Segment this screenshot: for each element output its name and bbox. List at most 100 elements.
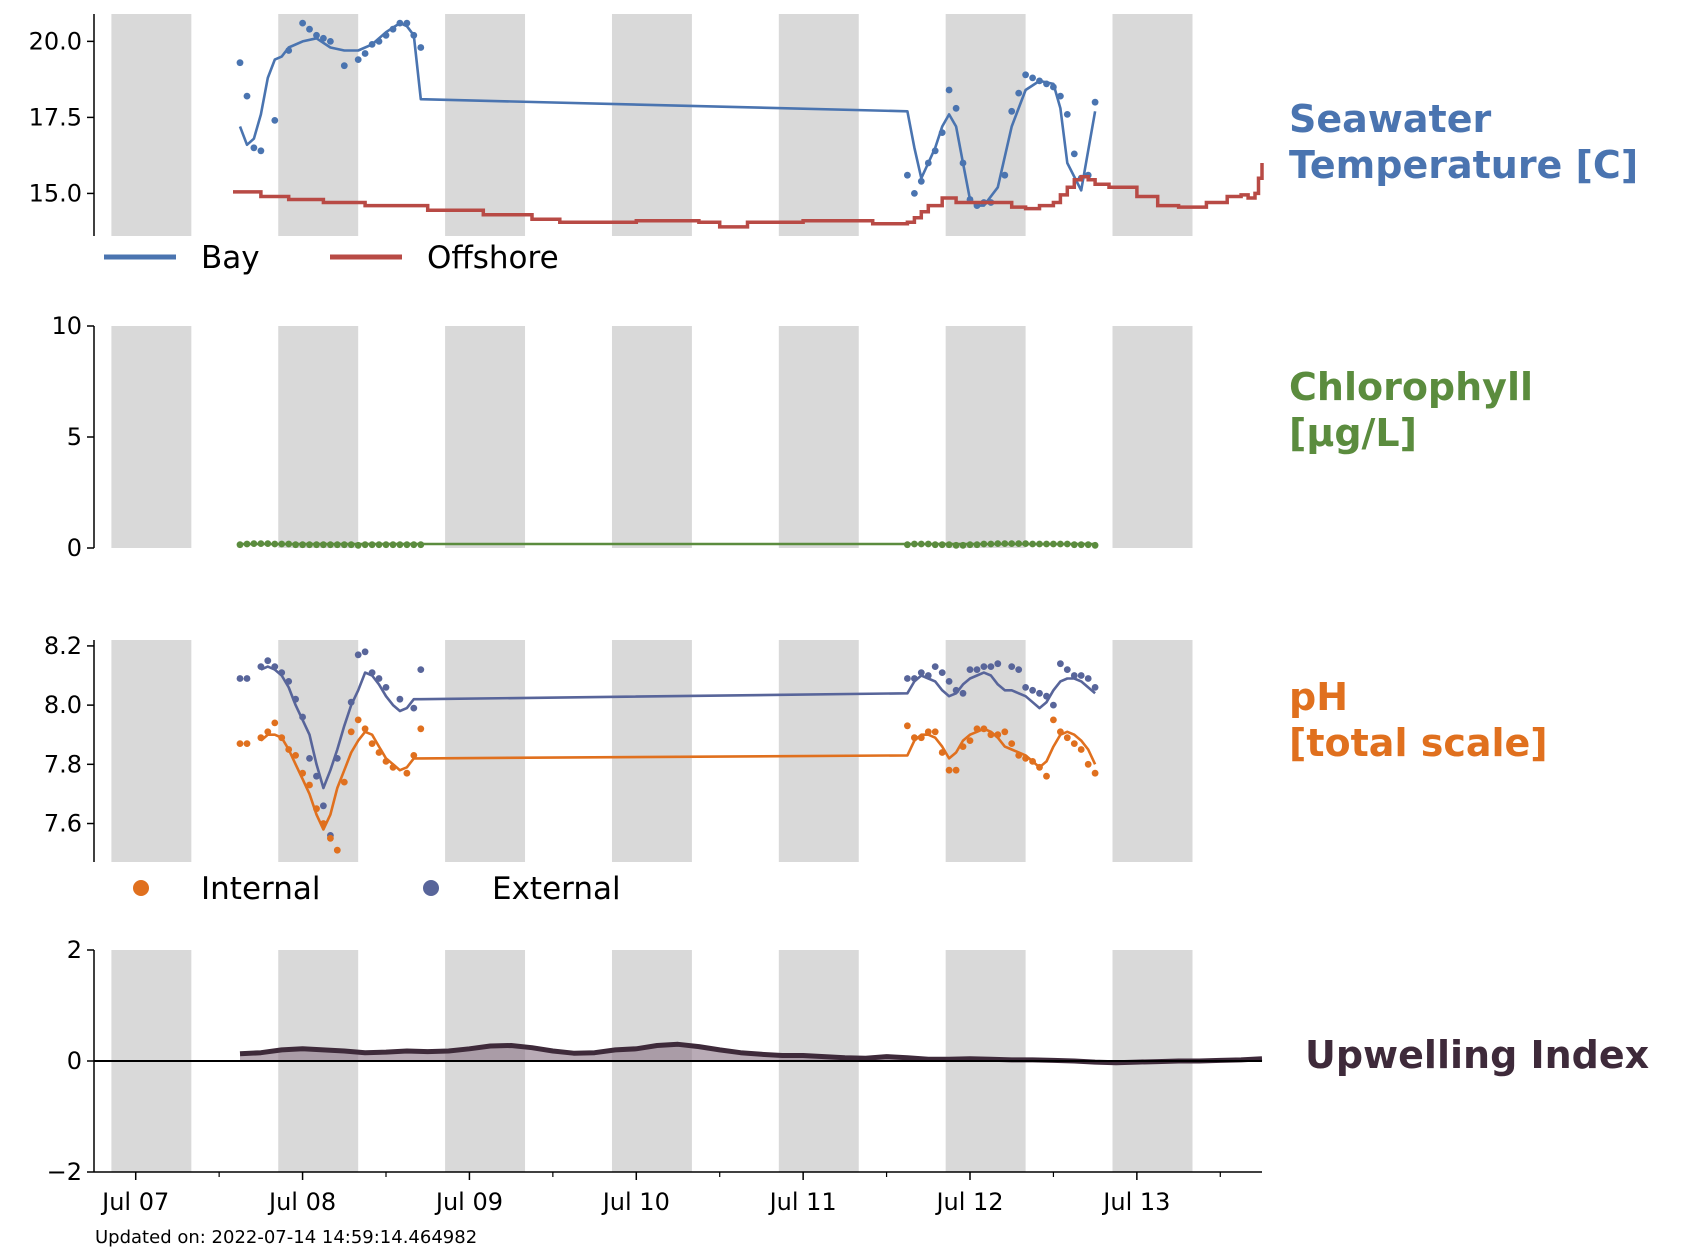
upwelling-title-line-1: Upwelling Index (1305, 1033, 1649, 1077)
y-tick-label: 15.0 (29, 179, 82, 207)
external-data-point (396, 695, 404, 703)
night-band (445, 640, 526, 862)
internal-data-point (278, 734, 286, 742)
offshore-series-line (233, 163, 1264, 229)
external-data-point (1036, 689, 1043, 697)
internal-data-point (327, 834, 334, 842)
chlorophyll-data-point (361, 541, 369, 549)
ph-title-line-1: pH (1289, 675, 1348, 719)
ph-y-axis: 7.6 7.8 8.0 8.2 (44, 632, 95, 862)
bay-data-point (320, 34, 327, 42)
chlorophyll-title-line-2: [µg/L] (1289, 411, 1417, 455)
internal-data-point (1063, 734, 1071, 742)
external-data-point (1077, 672, 1085, 679)
bay-data-point (1043, 80, 1050, 88)
internal-data-point (1043, 772, 1050, 780)
external-data-point (333, 755, 341, 762)
external-data-point (1029, 686, 1036, 694)
temperature-title: Seawater Temperature [C] (1289, 97, 1638, 187)
chlorophyll-data-point (347, 541, 355, 549)
legend-marker-internal (133, 880, 149, 896)
ph-title: pH [total scale] (1289, 675, 1548, 765)
internal-data-point (1070, 740, 1078, 747)
bay-data-point (931, 147, 939, 155)
internal-data-point (938, 749, 946, 756)
x-tick-label: Jul 08 (267, 1188, 336, 1216)
chlorophyll-data-point (1063, 540, 1071, 548)
external-data-point (945, 678, 953, 685)
external-data-point (278, 669, 286, 676)
y-tick-label: 0 (67, 534, 82, 562)
chlorophyll-data-point (1036, 540, 1043, 548)
internal-data-point (361, 725, 369, 733)
internal-data-point (347, 728, 355, 736)
bay-data-point (250, 144, 258, 152)
internal-data-point (952, 766, 960, 774)
internal-data-point (243, 740, 251, 747)
bay-data-point (375, 38, 383, 45)
night-band (1112, 14, 1193, 236)
bay-series-line (238, 21, 1097, 207)
chlorophyll-y-axis: 0 5 10 (51, 312, 95, 562)
external-data-point (410, 704, 418, 712)
bay-data-point (959, 159, 967, 167)
bay-data-point (382, 31, 390, 39)
internal-data-point (1001, 728, 1009, 736)
chlorophyll-data-point (236, 541, 244, 549)
chlorophyll-data-point (389, 541, 397, 549)
x-tick-label: Jul 09 (434, 1188, 503, 1216)
external-data-point (994, 660, 1002, 668)
external-data-point (911, 675, 918, 682)
chlorophyll-data-point (987, 540, 995, 548)
bay-data-point (271, 117, 279, 124)
bay-data-point (1036, 77, 1043, 85)
bay-data-point (389, 25, 397, 33)
chlorophyll-data-point (1050, 540, 1057, 548)
chlorophyll-data-point (1043, 540, 1050, 548)
bay-data-point (236, 59, 244, 67)
internal-data-point (389, 763, 397, 771)
external-data-point (382, 684, 390, 691)
chlorophyll-data-point (966, 541, 974, 549)
night-band (278, 326, 359, 548)
night-bands (111, 14, 1193, 236)
bay-data-point (257, 147, 265, 155)
internal-data-point (1008, 740, 1016, 747)
external-data-point (1015, 666, 1023, 673)
temperature-title-line-2: Temperature [C] (1289, 143, 1638, 187)
chlorophyll-data-point (1015, 540, 1023, 547)
external-data-point (980, 663, 988, 670)
external-data-point (1091, 684, 1099, 691)
legend-label-internal: Internal (201, 871, 320, 907)
chlorophyll-data-point (945, 541, 953, 549)
internal-data-point (320, 820, 327, 827)
y-tick-label: 17.5 (29, 103, 82, 131)
night-band (1112, 640, 1193, 862)
bay-data-point (410, 31, 418, 39)
internal-data-point (904, 722, 911, 730)
external-data-point (1063, 666, 1071, 673)
y-tick-label: 0 (67, 1047, 82, 1075)
bay-data-point (938, 129, 946, 137)
night-band (945, 326, 1026, 548)
internal-data-point (417, 725, 425, 733)
bay-data-point (313, 31, 320, 39)
internal-data-point (306, 781, 313, 789)
upwelling-title: Upwelling Index (1305, 1033, 1649, 1077)
external-data-point (375, 675, 383, 682)
internal-data-point (973, 725, 981, 733)
bay-data-point (285, 47, 293, 54)
panel-upwelling: −2 0 2 Upwelling Index (47, 936, 1650, 1186)
chlorophyll-title-line-1: Chlorophyll (1289, 365, 1533, 409)
bay-data-point (1050, 83, 1057, 91)
x-axis: Jul 07 Jul 08 Jul 09 Jul 10 Jul 11 Jul 12 Jul … (94, 1171, 1262, 1216)
internal-data-point (987, 731, 995, 739)
chlorophyll-data-point (306, 541, 313, 549)
internal-data-point (340, 778, 348, 786)
bay-data-point (1022, 71, 1029, 79)
chlorophyll-data-point (417, 541, 425, 549)
internal-data-point (299, 769, 306, 777)
bay-data-point (1029, 74, 1036, 82)
internal-data-point (1029, 758, 1036, 765)
internal-data-point (264, 728, 272, 736)
